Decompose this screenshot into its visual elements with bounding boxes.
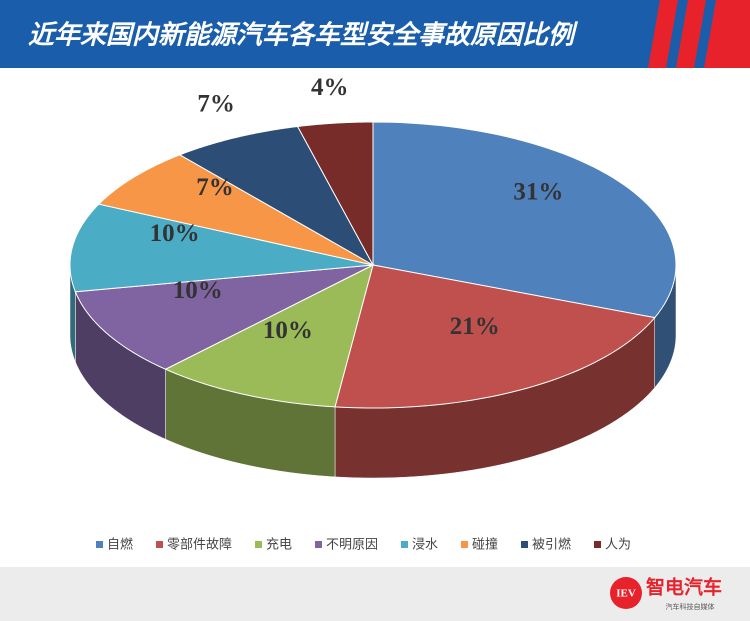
logo-text: IEV <box>616 588 636 600</box>
slice <box>164 264 374 408</box>
slice <box>178 125 375 267</box>
legend-label: 不明原因 <box>326 538 378 553</box>
brand: 智电汽车 <box>646 576 722 599</box>
stripe <box>648 0 678 68</box>
data-label: 10% <box>263 317 313 344</box>
legend-swatch <box>96 541 103 548</box>
stripe <box>704 0 750 68</box>
legend-label: 被引燃 <box>532 537 571 553</box>
legend-swatch <box>315 541 322 548</box>
data-label: 31% <box>513 179 563 206</box>
legend-label: 碰撞 <box>472 538 498 553</box>
legend-swatch <box>521 541 528 548</box>
data-label: 7% <box>197 90 235 117</box>
chart-title: 近年来国内新能源汽车各车型安全事故原因比例 <box>28 21 579 51</box>
legend-label: 浸水 <box>412 538 438 553</box>
title-bar <box>0 0 750 68</box>
slice <box>74 264 374 370</box>
stripe <box>676 0 706 68</box>
data-label: 10% <box>173 277 223 304</box>
data-label: 4% <box>311 74 349 101</box>
data-label: 7% <box>196 174 234 201</box>
legend-label: 零部件故障 <box>167 538 232 553</box>
legend-swatch <box>594 541 601 548</box>
legend-swatch <box>461 541 468 548</box>
slice <box>69 203 374 293</box>
pie: 31% 21% 10% 10% 10% 7% 7% 4% <box>69 74 677 479</box>
legend-swatch <box>156 541 163 548</box>
slice <box>334 264 656 409</box>
slice <box>97 154 374 266</box>
slice <box>296 121 374 266</box>
slice <box>372 121 677 319</box>
legend: 自燃 零部件故障 充电 不明原因 浸水 碰撞 被引燃 人为 <box>96 537 631 553</box>
legend-swatch <box>255 541 262 548</box>
legend-label: 人为 <box>605 538 631 553</box>
legend-swatch <box>401 541 408 548</box>
data-label: 10% <box>150 220 200 247</box>
legend-label: 充电 <box>266 537 292 553</box>
logo-circle <box>610 577 642 609</box>
slogan: 汽车科技自媒体 <box>666 602 715 611</box>
legend-label: 自燃 <box>107 537 133 553</box>
data-label: 21% <box>450 313 500 340</box>
